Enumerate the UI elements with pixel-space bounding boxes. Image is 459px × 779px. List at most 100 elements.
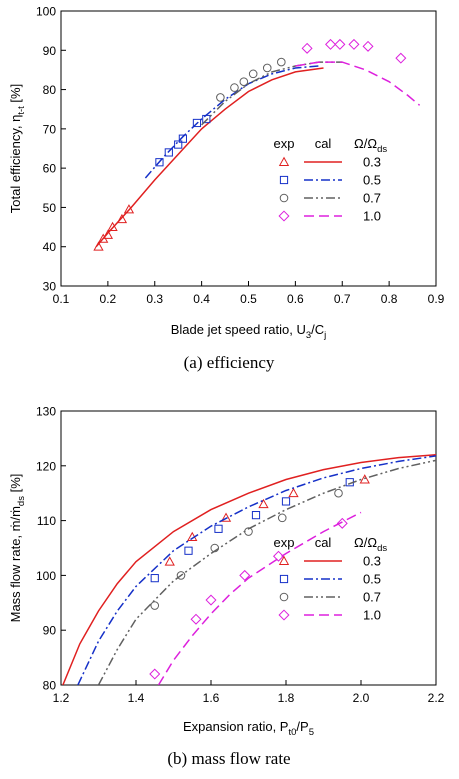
- cal-line-0.5: [144, 65, 319, 179]
- point-s2-4: [262, 63, 272, 73]
- x-tick-label: 1.8: [278, 691, 295, 705]
- point-s0-5: [123, 204, 135, 214]
- y-tick-label: 120: [36, 459, 56, 473]
- point-s2-4: [277, 513, 287, 523]
- point-s0-2: [102, 229, 114, 239]
- point-s1-4: [281, 497, 291, 506]
- y-tick-label: 90: [43, 624, 57, 638]
- point-s3-legend: [278, 609, 290, 621]
- point-s1-1: [184, 546, 193, 555]
- y-tick-label: 50: [43, 201, 57, 215]
- legend-label-0.7: 0.7: [363, 590, 381, 605]
- x-tick-label: 0.6: [287, 292, 304, 306]
- cal-line-1.0: [157, 511, 362, 685]
- point-s3-5: [336, 517, 348, 529]
- chart-efficiency: 0.1 0.2 0.3 0.4 0.5 0.6 0.7 0.8 0.9 30 40 50 60 70 80 9…: [8, 5, 445, 373]
- legend-label-0.3: 0.3: [363, 155, 381, 170]
- y-axis-label: Total efficiency, ηt-t [%]: [8, 84, 27, 213]
- x-tick-label: 0.5: [240, 292, 257, 306]
- legend-label-0.5: 0.5: [363, 572, 381, 587]
- legend-label-1.0: 1.0: [363, 608, 381, 623]
- legend-header-exp: exp: [274, 535, 295, 550]
- cal-line-0.3: [62, 454, 436, 685]
- y-tick-label: 40: [43, 240, 57, 254]
- point-s2-3: [248, 69, 258, 79]
- point-s2-2: [239, 77, 249, 87]
- series-1.0: [149, 511, 362, 685]
- series-0.7: [97, 459, 436, 685]
- point-s0-2: [220, 512, 232, 522]
- cal-line-0.7: [97, 459, 436, 685]
- point-s2-1: [230, 83, 239, 92]
- series-0.3: [93, 67, 324, 251]
- legend-label-1.0: 1.0: [363, 209, 381, 224]
- point-s0-3: [258, 498, 269, 509]
- legend-label-0.3: 0.3: [363, 554, 381, 569]
- point-s2-5: [334, 488, 343, 498]
- series-1.0: [295, 38, 421, 106]
- point-s2-5: [277, 57, 286, 67]
- point-s2-1: [176, 571, 186, 580]
- x-tick-label: 1.4: [128, 691, 145, 705]
- point-s1-0: [155, 158, 164, 167]
- point-s3-0: [149, 668, 161, 680]
- y-tick-label: 130: [36, 405, 56, 419]
- point-s3-3: [239, 569, 251, 581]
- x-tick-label: 0.1: [53, 292, 70, 306]
- cal-line-1.0: [295, 61, 421, 106]
- point-s2-0: [150, 601, 160, 610]
- point-s1-5: [202, 114, 211, 124]
- legend-header-cal: cal: [315, 136, 332, 151]
- point-s3-5: [395, 52, 407, 64]
- legend-header-exp: exp: [274, 136, 295, 151]
- chart-mass-flow: 1.2 1.4 1.6 1.8 2.0 2.2 80 90 100 110 120 130 Expans…: [8, 405, 445, 769]
- point-s0-5: [359, 474, 370, 484]
- point-s2-legend: [279, 193, 289, 203]
- point-s2-2: [210, 543, 220, 553]
- point-s1-1: [164, 148, 173, 157]
- y-tick-label: 80: [43, 679, 57, 693]
- legend-label-0.5: 0.5: [363, 173, 381, 188]
- point-s1-3: [178, 134, 187, 143]
- point-s3-legend: [278, 210, 290, 222]
- point-s3-4: [362, 40, 374, 52]
- legend-header-ratio: Ω/Ωds: [354, 535, 387, 554]
- x-tick-label: 0.4: [193, 292, 210, 306]
- x-tick-label: 1.2: [53, 691, 70, 705]
- x-axis-label: Blade jet speed ratio, U3/Cj: [171, 322, 327, 341]
- x-tick-label: 2.0: [353, 691, 370, 705]
- point-s1-4: [192, 118, 202, 128]
- point-s1-2: [174, 140, 183, 149]
- point-s0-4: [288, 487, 299, 498]
- legend-header-ratio: Ω/Ωds: [354, 136, 387, 155]
- y-tick-label: 60: [43, 162, 57, 176]
- cal-line-0.5: [77, 455, 436, 685]
- point-s2-legend: [279, 592, 289, 602]
- y-tick-label: 80: [43, 83, 57, 97]
- plot-frame: [60, 410, 437, 686]
- point-s1-3: [251, 511, 261, 520]
- point-s3-2: [334, 38, 346, 50]
- point-s0-legend: [278, 156, 290, 166]
- x-axis-label: Expansion ratio, Pt0/P5: [183, 719, 314, 738]
- point-s0-legend: [278, 555, 290, 565]
- figure-caption: (b) mass flow rate: [167, 749, 290, 768]
- cal-line-0.7: [201, 61, 343, 126]
- x-tick-label: 0.2: [100, 292, 117, 306]
- point-s0-0: [164, 556, 175, 566]
- point-s1-2: [214, 524, 223, 533]
- y-tick-label: 30: [43, 280, 57, 294]
- point-s3-1: [190, 613, 202, 625]
- point-s0-0: [93, 241, 104, 251]
- point-s1-legend: [279, 175, 289, 185]
- point-s0-4: [116, 213, 128, 224]
- cal-line-0.3: [95, 67, 324, 248]
- x-tick-label: 0.9: [428, 292, 445, 306]
- point-s0-3: [107, 221, 118, 232]
- y-tick-label: 70: [43, 122, 57, 136]
- point-s3-0: [301, 42, 313, 54]
- point-s2-3: [244, 527, 253, 536]
- y-tick-label: 110: [37, 514, 56, 528]
